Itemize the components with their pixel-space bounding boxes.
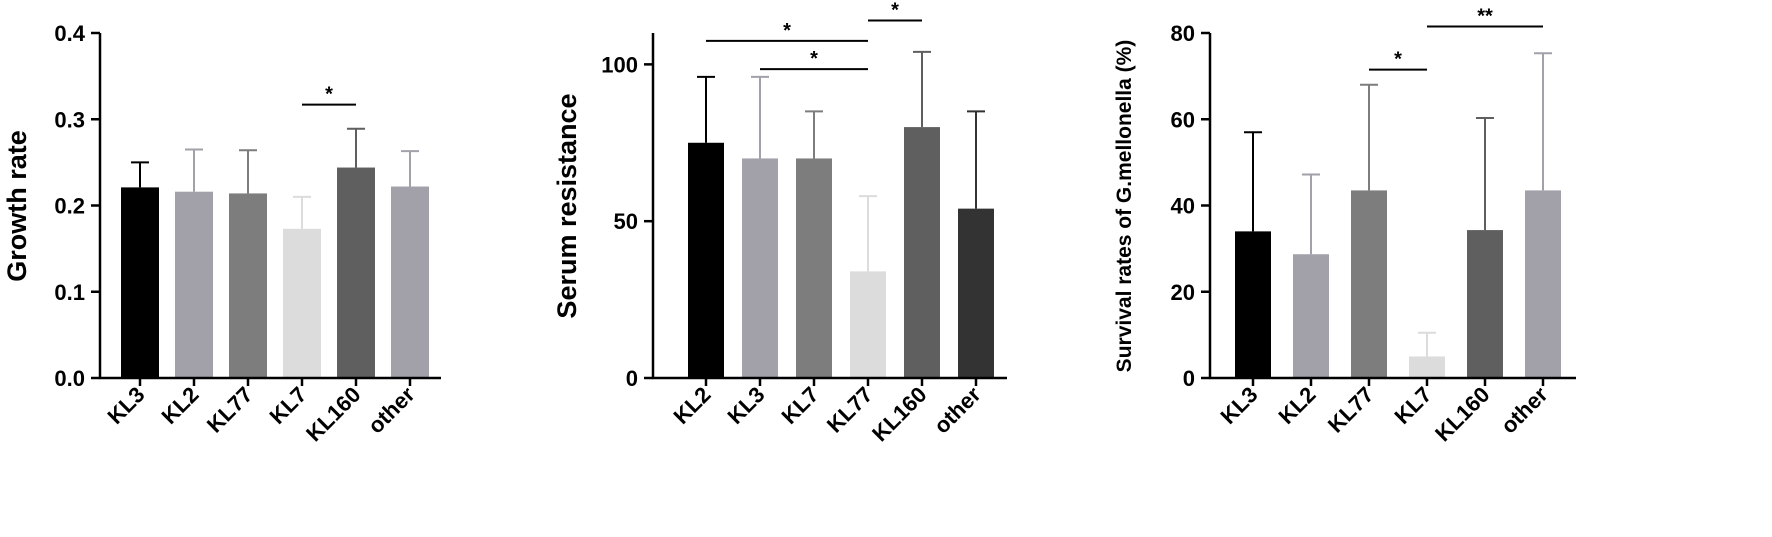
y-tick-label: 0.1 xyxy=(54,280,85,305)
y-tick-label: 80 xyxy=(1171,21,1195,46)
significance-marker: * xyxy=(891,0,899,21)
x-tick-label-kl160: KL160 xyxy=(301,382,365,446)
y-tick-label: 0 xyxy=(626,366,638,391)
y-tick-label: 20 xyxy=(1171,280,1195,305)
x-tick-label-kl2: KL2 xyxy=(1273,382,1320,429)
bar-kl160 xyxy=(904,127,940,378)
significance-marker: * xyxy=(810,48,818,70)
bar-kl7 xyxy=(1409,356,1445,378)
bar-kl77 xyxy=(850,271,886,378)
x-tick-label-kl3: KL3 xyxy=(722,382,769,429)
x-tick-label-kl7: KL7 xyxy=(1389,382,1436,429)
y-tick-label: 0.3 xyxy=(54,107,85,132)
bar-kl3 xyxy=(1235,231,1271,378)
y-tick-label: 100 xyxy=(601,52,638,77)
y-tick-label: 40 xyxy=(1171,194,1195,219)
bar-other xyxy=(958,208,994,378)
bar-other xyxy=(391,186,429,378)
x-tick-label-kl77: KL77 xyxy=(1323,382,1379,438)
bar-kl3 xyxy=(742,158,778,378)
x-tick-label-other: other xyxy=(929,382,986,439)
y-axis-title: Serum resistance xyxy=(552,93,582,318)
y-axis-title: Growth rate xyxy=(2,130,32,282)
x-tick-label-kl3: KL3 xyxy=(102,382,149,429)
y-tick-label: 0.4 xyxy=(54,21,85,46)
significance-marker: * xyxy=(325,84,333,106)
significance-marker: ** xyxy=(1477,6,1493,28)
significance-marker: * xyxy=(783,20,791,42)
significance-marker: * xyxy=(1394,49,1402,71)
y-tick-label: 0 xyxy=(1183,366,1195,391)
y-tick-label: 0.0 xyxy=(54,366,85,391)
x-tick-label-other: other xyxy=(363,382,420,439)
x-tick-label-kl2: KL2 xyxy=(156,382,203,429)
y-tick-label: 0.2 xyxy=(54,194,85,219)
x-tick-label-kl160: KL160 xyxy=(867,382,931,446)
bar-kl2 xyxy=(1293,254,1329,378)
x-tick-label-kl77: KL77 xyxy=(202,382,258,438)
bar-kl77 xyxy=(229,193,267,378)
bar-kl2 xyxy=(175,191,213,378)
y-tick-label: 50 xyxy=(614,209,638,234)
bar-kl2 xyxy=(688,142,724,378)
bar-kl7 xyxy=(283,228,321,378)
bar-kl160 xyxy=(1467,230,1503,378)
bar-kl160 xyxy=(337,167,375,378)
x-tick-label-kl7: KL7 xyxy=(776,382,823,429)
bar-other xyxy=(1525,190,1561,378)
bar-kl3 xyxy=(121,187,159,378)
bar-kl7 xyxy=(796,158,832,378)
x-tick-label-other: other xyxy=(1496,382,1553,439)
x-tick-label-kl3: KL3 xyxy=(1215,382,1262,429)
y-axis-title: Survival rates of G.mellonella (%) xyxy=(1113,40,1136,373)
bar-kl77 xyxy=(1351,190,1387,378)
y-tick-label: 60 xyxy=(1171,107,1195,132)
x-tick-label-kl7: KL7 xyxy=(264,382,311,429)
x-tick-label-kl2: KL2 xyxy=(668,382,715,429)
x-tick-label-kl160: KL160 xyxy=(1430,382,1494,446)
